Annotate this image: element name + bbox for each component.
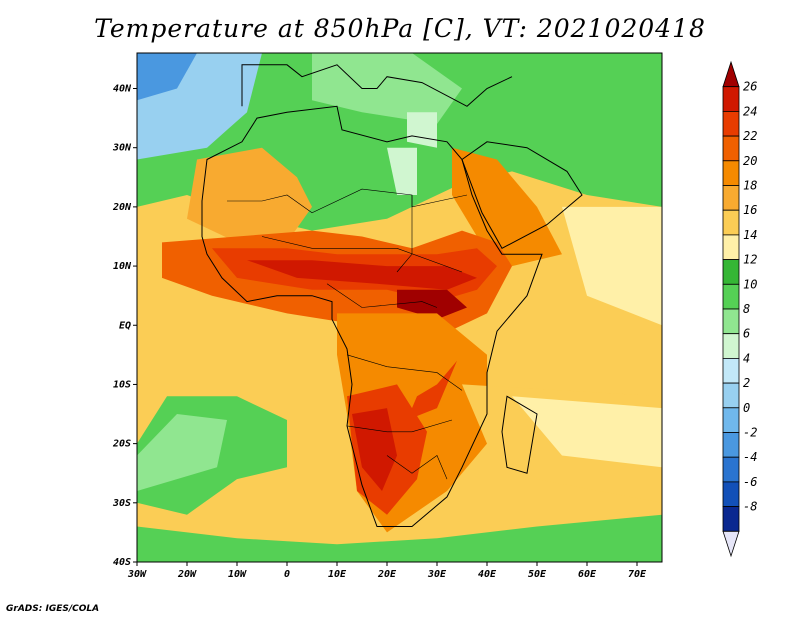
y-tick-label: 30N: [112, 143, 132, 154]
colorbar-label: -2: [743, 426, 757, 440]
colorbar-label: 26: [743, 80, 757, 94]
field-south-green: [137, 514, 662, 562]
colorbar-box: [722, 209, 740, 236]
colorbar-box: [722, 160, 740, 186]
x-tick-label: 20W: [177, 569, 197, 580]
field-atlantic-light: [137, 414, 227, 491]
colorbar-box: [722, 333, 740, 359]
field-rift-red: [407, 360, 457, 420]
colorbar-box: [722, 432, 740, 458]
plot-frame: [136, 52, 663, 563]
colorbar-label: 6: [743, 327, 750, 341]
chart-title: Temperature at 850hPa [C], VT: 202102041…: [94, 14, 706, 43]
country-border-6: [396, 195, 413, 273]
europe-coastline: [241, 64, 513, 107]
colorbar-label: 18: [743, 179, 757, 193]
y-tick-label: 40N: [113, 84, 132, 95]
colorbar-box: [722, 135, 740, 162]
x-tick-label: 20E: [377, 569, 397, 580]
x-tick-label: 70E: [628, 569, 647, 580]
colorbar-label: 0: [743, 401, 750, 415]
country-border-2: [346, 354, 463, 391]
y-tick-label: 10N: [113, 261, 132, 272]
colorbar-box: [722, 86, 740, 112]
colorbar-box: [722, 407, 740, 433]
colorbar-box: [722, 481, 740, 507]
y-tick-label: 30S: [112, 498, 131, 509]
y-tick-label: 20S: [112, 439, 131, 450]
field-arabian-sea: [562, 206, 662, 326]
madagascar-coastline: [501, 395, 538, 474]
colorbar-box: [722, 185, 740, 211]
colorbar-label: 22: [743, 129, 757, 143]
country-border-5: [326, 283, 438, 308]
colorbar-label: 20: [743, 154, 757, 168]
field-kalahari-core: [352, 408, 397, 491]
colorbar-label: 14: [743, 228, 757, 242]
colorbar-label: -4: [743, 450, 757, 464]
country-border-3: [346, 419, 453, 433]
field-med-green: [312, 53, 462, 124]
field-egypt-pale: [387, 147, 417, 195]
colorbar-box: [722, 111, 740, 137]
x-tick-label: 10E: [328, 569, 347, 580]
x-tick-label: 0: [284, 569, 290, 580]
colorbar-top-triangle: [722, 60, 740, 88]
colorbar-label: 4: [743, 351, 750, 365]
field-west-sahara: [187, 147, 312, 243]
x-tick-label: 50E: [528, 569, 547, 580]
country-border-1: [261, 236, 463, 273]
colorbar-box: [722, 456, 740, 483]
y-tick-label: 10S: [113, 379, 131, 390]
field-sahel-core: [247, 260, 477, 290]
field-layer: [137, 53, 662, 562]
colorbar-label: 2: [743, 376, 750, 390]
colorbar-box: [722, 357, 740, 384]
colorbar-box: [722, 283, 740, 310]
y-tick-label: 20N: [112, 202, 132, 213]
colorbar-label: 8: [743, 302, 750, 316]
field-sahel-peak: [397, 289, 467, 320]
x-tick-label: 40E: [478, 569, 497, 580]
field-levant-pale: [407, 112, 437, 148]
x-tick-label: 30E: [427, 569, 447, 580]
africa-coastline: [201, 105, 543, 527]
colorbar-box: [722, 382, 740, 409]
colorbar-label: 16: [743, 203, 757, 217]
x-tick-label: 10W: [228, 569, 247, 580]
colorbar-label: 12: [743, 253, 757, 267]
x-tick-label: 60E: [578, 569, 597, 580]
colorbar-box: [722, 506, 740, 532]
colorbar-box: [722, 308, 740, 335]
field-indian-pale: [512, 396, 662, 468]
colorbar-label: -8: [743, 500, 757, 514]
country-border-4: [386, 455, 448, 480]
arabia-coastline: [461, 141, 583, 249]
colorbar-box: [722, 259, 740, 285]
grads-credit: GrADS: IGES/COLA: [6, 604, 100, 614]
x-tick-label: 30W: [127, 569, 147, 580]
colorbar-box: [722, 234, 740, 260]
colorbar-bottom-triangle: [722, 530, 740, 558]
colorbar-label: 24: [743, 104, 757, 118]
y-tick-label: EQ: [119, 320, 131, 331]
colorbar-label: -6: [743, 475, 757, 489]
field-northwest-deep: [137, 53, 197, 101]
colorbar-label: 10: [743, 277, 757, 291]
y-tick-label: 40S: [113, 557, 131, 568]
